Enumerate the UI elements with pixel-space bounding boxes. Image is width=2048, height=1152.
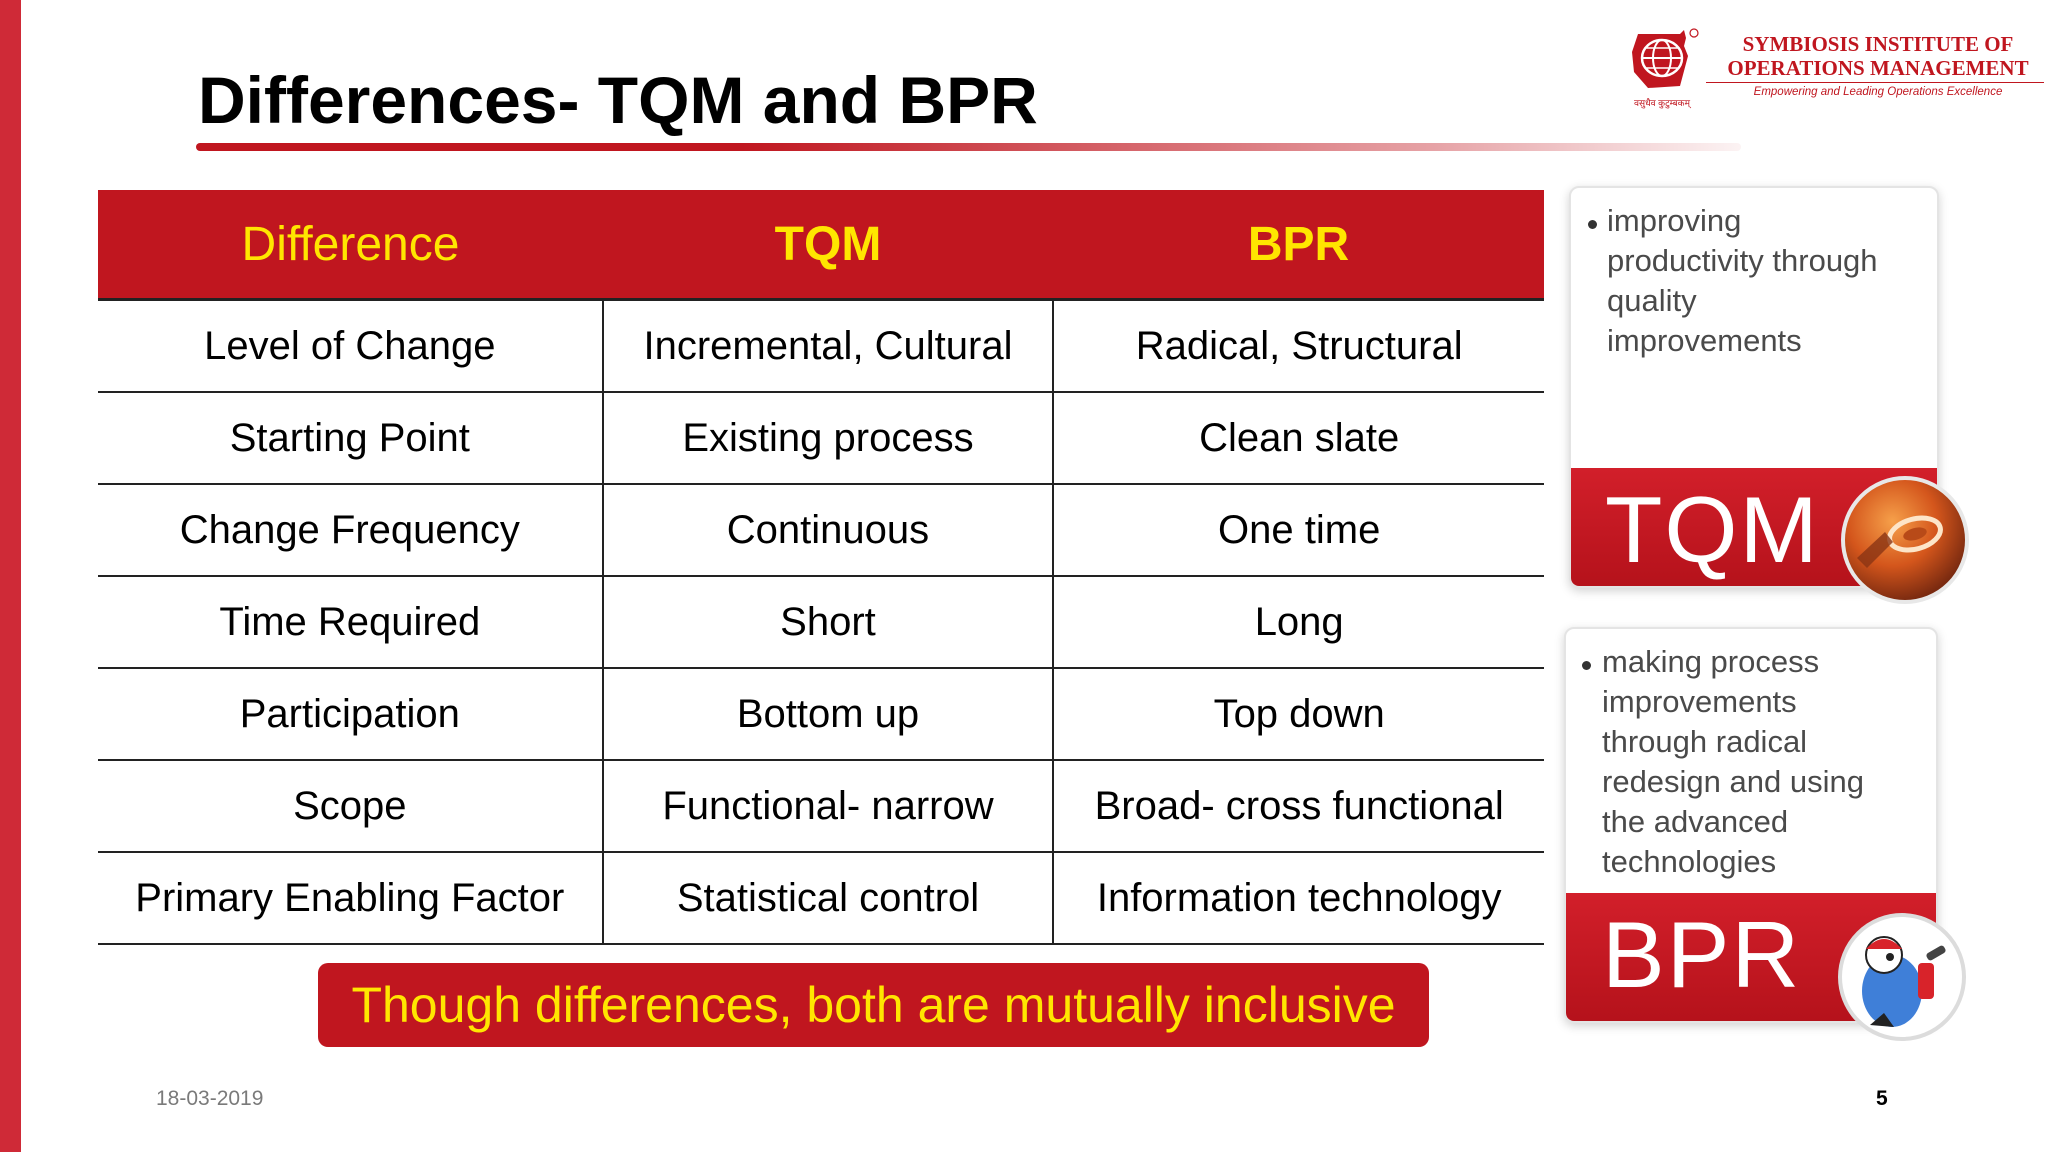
table-cell: Long — [1254, 599, 1344, 644]
table-row: Participation Bottom up Top down — [98, 669, 1544, 761]
tqm-card: improving productivity through quality i… — [1569, 186, 1969, 604]
table-row: Level of Change Incremental, Cultural Ra… — [98, 301, 1544, 393]
header-difference: Difference — [241, 217, 460, 271]
tqm-label: TQM — [1605, 477, 1820, 582]
page-number: 5 — [1876, 1087, 1888, 1110]
table-cell: Scope — [98, 761, 604, 851]
slide-title: Differences- TQM and BPR — [198, 63, 1038, 137]
orbit-sphere-icon — [1841, 476, 1969, 604]
table-row: Starting Point Existing process Clean sl… — [98, 393, 1544, 485]
bpr-description: making process improvements through radi… — [1602, 642, 1864, 882]
comparison-table: Difference TQM BPR Level of Change Incre… — [98, 190, 1544, 945]
logo-divider — [1706, 82, 2044, 83]
mechanic-character-icon — [1838, 913, 1966, 1041]
table-header-row: Difference TQM BPR — [98, 190, 1544, 301]
table-cell: Starting Point — [98, 393, 604, 483]
tqm-line: improvements — [1607, 323, 1802, 358]
bpr-label: BPR — [1602, 902, 1802, 1007]
bullet-dot — [1582, 661, 1591, 670]
logo-tagline: Empowering and Leading Operations Excell… — [1753, 86, 2003, 98]
tqm-description: improving productivity through quality i… — [1607, 201, 1878, 361]
table-cell: Level of Change — [98, 301, 604, 391]
conclusion-banner: Though differences, both are mutually in… — [318, 963, 1429, 1047]
header-tqm: TQM — [774, 217, 882, 271]
bpr-line: making process — [1602, 644, 1820, 679]
table-cell: Continuous — [604, 485, 1055, 575]
table-cell: Information technology — [1096, 875, 1502, 920]
title-underline — [196, 143, 1741, 151]
slide-date: 18-03-2019 — [156, 1087, 264, 1110]
bpr-line: the advanced — [1602, 804, 1789, 839]
table-cell: One time — [1218, 507, 1381, 552]
left-accent-bar — [0, 0, 21, 1152]
bullet-dot — [1588, 220, 1597, 229]
logo-motto: वसुधैव कुटुम्बकम् — [1634, 98, 1690, 108]
bpr-line: redesign and using — [1602, 764, 1864, 799]
table-row: Time Required Short Long — [98, 577, 1544, 669]
bpr-card: making process improvements through radi… — [1564, 627, 1966, 1041]
table-cell: Statistical control — [604, 853, 1055, 943]
tqm-line: quality — [1607, 283, 1697, 318]
tqm-line: productivity through — [1607, 243, 1878, 278]
bpr-line: improvements — [1602, 684, 1797, 719]
table-cell: Incremental, Cultural — [604, 301, 1055, 391]
table-row: Change Frequency Continuous One time — [98, 485, 1544, 577]
table-cell: Change Frequency — [98, 485, 604, 575]
table-row: Scope Functional- narrow Broad- cross fu… — [98, 761, 1544, 853]
table-cell: Short — [604, 577, 1055, 667]
header-bpr: BPR — [1247, 217, 1350, 271]
bpr-line: through radical — [1602, 724, 1808, 759]
table-cell: Broad- cross functional — [1094, 783, 1504, 828]
table-row: Primary Enabling Factor Statistical cont… — [98, 853, 1544, 945]
table-cell: Functional- narrow — [604, 761, 1055, 851]
table-cell: Existing process — [604, 393, 1055, 483]
tqm-line: improving — [1607, 203, 1742, 238]
logo-name-line1: SYMBIOSIS INSTITUTE OF — [1742, 32, 2014, 56]
table-cell: Radical, Structural — [1135, 323, 1463, 368]
bpr-line: technologies — [1602, 844, 1777, 879]
table-cell: Top down — [1213, 691, 1385, 736]
table-cell: Participation — [98, 669, 604, 759]
table-cell: Primary Enabling Factor — [98, 853, 604, 943]
logo-name-line2: OPERATIONS MANAGEMENT — [1727, 56, 2029, 80]
globe-emblem-icon — [1632, 28, 1699, 88]
table-cell: Bottom up — [604, 669, 1055, 759]
institute-logo: वसुधैव कुटुम्बकम् SYMBIOSIS INSTITUTE OF… — [1626, 26, 2046, 110]
table-cell: Clean slate — [1199, 415, 1400, 460]
table-cell: Time Required — [98, 577, 604, 667]
logo-name: SYMBIOSIS INSTITUTE OF OPERATIONS MANAGE… — [1710, 32, 2046, 80]
